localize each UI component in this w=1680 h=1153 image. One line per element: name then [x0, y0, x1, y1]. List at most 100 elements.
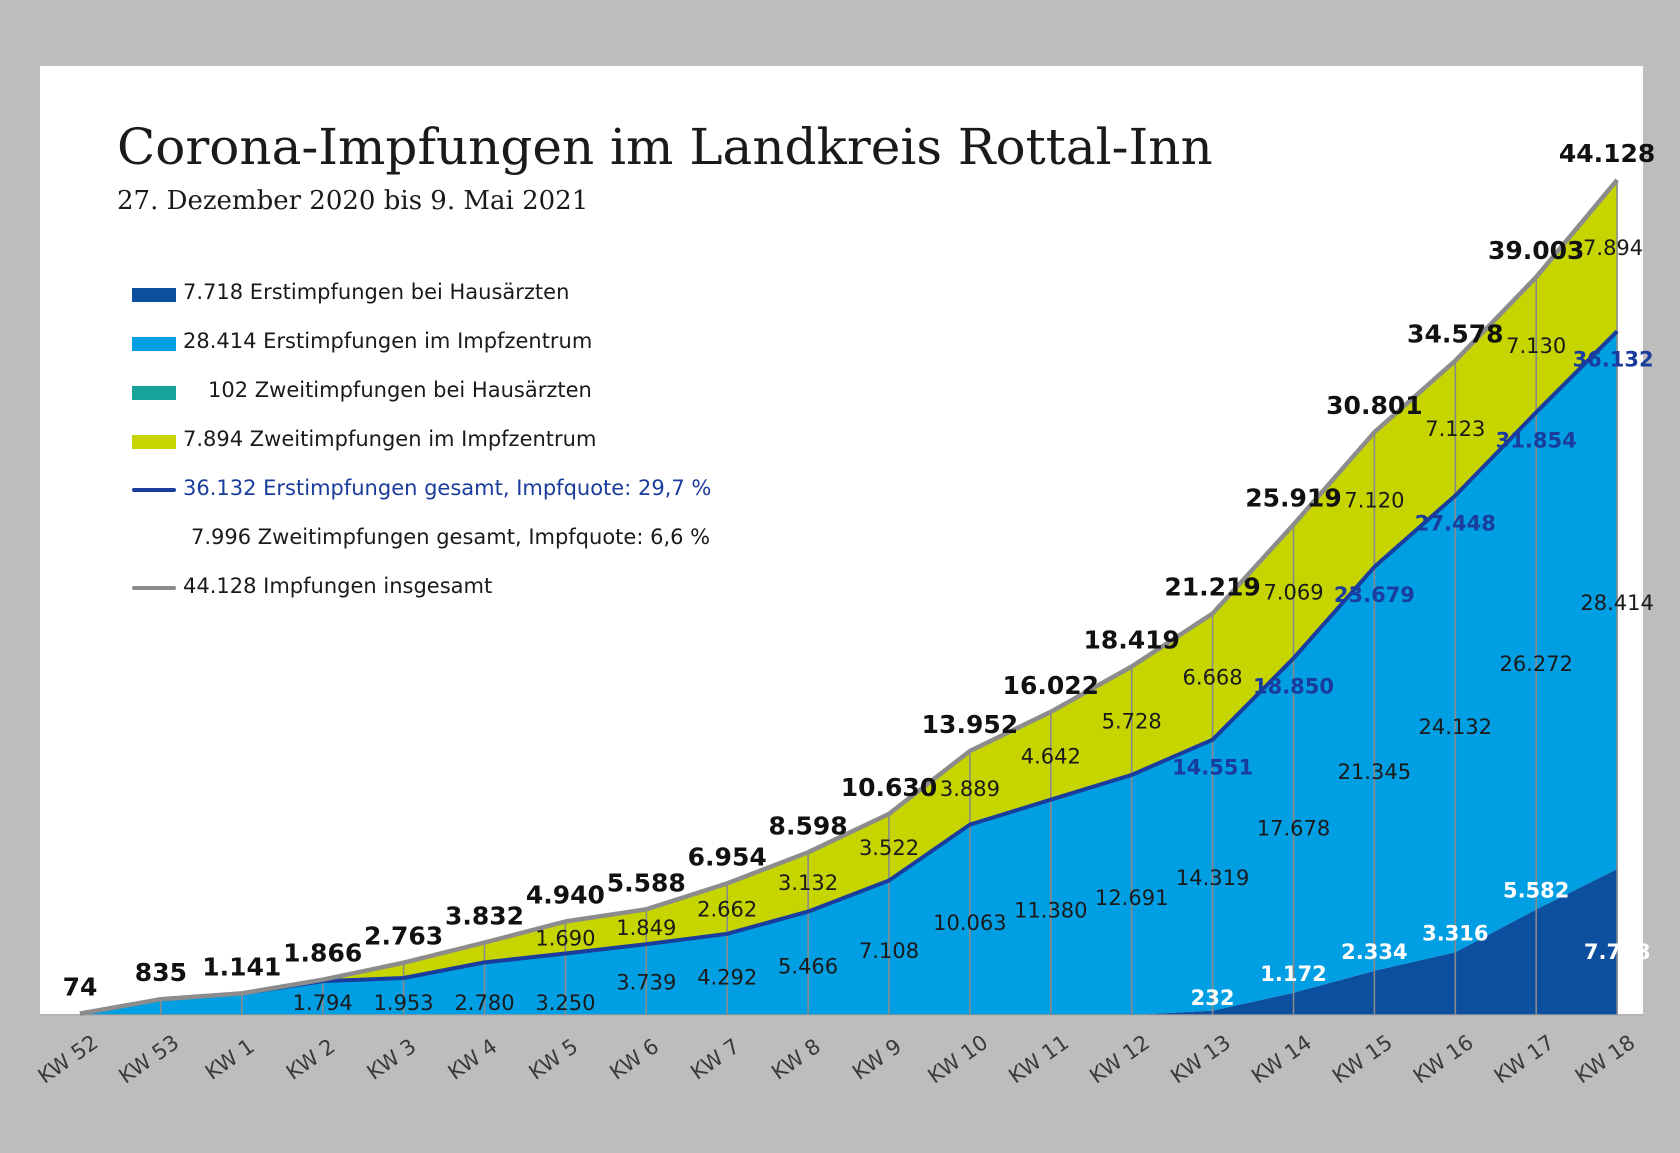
erst-impfzentrum-label: 17.678: [1257, 817, 1330, 841]
zweit-impfzentrum-label: 7.894: [1583, 236, 1643, 260]
legend-item-erst-gesamt: 36.132 Erstimpfungen gesamt, Impfquote: …: [128, 476, 748, 525]
total-label: 16.022: [1003, 671, 1099, 700]
area-zweit-impfzentrum: [80, 180, 1618, 1014]
area-layer: [40, 180, 1643, 1016]
erst-impfzentrum-label: 4.292: [697, 965, 757, 989]
legend-swatch: [132, 288, 176, 302]
line-erstimpfungen-gesamt: [79, 329, 1619, 1016]
total-label: 13.952: [922, 710, 1018, 739]
erst-gesamt-label: 31.854: [1496, 428, 1577, 452]
legend-item-erst-hausarzt: 7.718 Erstimpfungen bei Hausärzten: [128, 280, 748, 329]
x-tick-label: KW 52: [34, 1030, 103, 1088]
zweit-impfzentrum-label: 4.642: [1021, 745, 1081, 769]
zweit-impfzentrum-label: 5.728: [1102, 710, 1162, 734]
x-tick-label: KW 10: [923, 1030, 992, 1088]
erst-impfzentrum-label: 14.319: [1176, 866, 1249, 890]
erst-impfzentrum-label: 3.250: [535, 991, 595, 1015]
erst-hausarzt-label: 7.718: [1584, 940, 1650, 964]
zweit-impfzentrum-label: 2.662: [697, 898, 757, 922]
erst-hausarzt-label: 232: [1191, 986, 1235, 1010]
legend-label: 102 Zweitimpfungen bei Hausärzten: [208, 378, 592, 402]
zweit-impfzentrum-label: 1.849: [616, 916, 676, 940]
x-tick-label: KW 2: [282, 1034, 340, 1085]
erst-gesamt-label: 14.551: [1172, 756, 1253, 780]
total-label: 44.128: [1559, 139, 1655, 168]
erst-impfzentrum-label: 3.739: [616, 971, 676, 995]
x-tick-label: KW 11: [1004, 1030, 1073, 1088]
erst-gesamt-label: 23.679: [1334, 583, 1415, 607]
erst-hausarzt-label: 1.172: [1260, 962, 1326, 986]
erst-impfzentrum-label: 24.132: [1419, 715, 1492, 739]
total-label: 835: [135, 958, 187, 987]
erst-gesamt-label: 36.132: [1573, 347, 1654, 371]
area-erst-hausarzt: [80, 869, 1618, 1015]
legend-swatch: [132, 386, 176, 400]
total-label: 4.940: [526, 881, 605, 910]
erst-impfzentrum-label: 5.466: [778, 954, 838, 978]
legend-line: [132, 488, 176, 492]
x-tick-label: KW 16: [1409, 1030, 1478, 1088]
total-label: 39.003: [1488, 236, 1584, 265]
legend-swatch: [132, 337, 176, 351]
zweit-impfzentrum-label: 7.120: [1344, 489, 1404, 513]
total-label: 34.578: [1407, 320, 1503, 349]
x-tick-label: KW 3: [363, 1034, 421, 1085]
x-tick-label: KW 8: [767, 1034, 825, 1085]
total-label: 74: [63, 973, 98, 1002]
zweit-impfzentrum-label: 3.522: [859, 836, 919, 860]
zweit-impfzentrum-label: 6.668: [1183, 666, 1243, 690]
chart-title: Corona-Impfungen im Landkreis Rottal-Inn: [117, 118, 1213, 176]
x-axis-tick-labels: KW 52 KW 53 KW 1 KW 2 KW 3 KW 4 KW 5 KW 6 KW 7 KW…: [34, 1030, 1640, 1088]
legend-label: 7.996 Zweitimpfungen gesamt, Impfquote: …: [191, 525, 711, 549]
x-tick-label: KW 7: [686, 1034, 744, 1085]
legend-label: 7.894 Zweitimpfungen im Impfzentrum: [183, 427, 597, 451]
total-label: 21.219: [1164, 572, 1260, 601]
erst-impfzentrum-label: 28.414: [1580, 591, 1653, 615]
erst-impfzentrum-label: 26.272: [1499, 652, 1572, 676]
total-label: 10.630: [841, 773, 937, 802]
erst-impfzentrum-label: 2.780: [454, 991, 514, 1015]
erst-hausarzt-label: 2.334: [1341, 940, 1407, 964]
total-label: 6.954: [688, 842, 767, 871]
erst-gesamt-label: 27.448: [1415, 512, 1496, 536]
x-tick-label: KW 5: [524, 1034, 582, 1085]
total-label: 18.419: [1083, 625, 1179, 654]
legend-label: 28.414 Erstimpfungen im Impfzentrum: [183, 329, 593, 353]
chart-subtitle: 27. Dezember 2020 bis 9. Mai 2021: [117, 186, 589, 216]
legend-item-zweit-gesamt: 7.996 Zweitimpfungen gesamt, Impfquote: …: [128, 525, 748, 574]
grid-layer: [160, 180, 1618, 1015]
total-label: 30.801: [1326, 391, 1422, 420]
legend-item-zweit-hausarzt: 102 Zweitimpfungen bei Hausärzten: [128, 378, 748, 427]
erst-impfzentrum-label: 10.063: [933, 911, 1006, 935]
total-label: 2.763: [364, 922, 443, 951]
legend: 7.718 Erstimpfungen bei Hausärzten 28.41…: [128, 280, 748, 623]
line-impfungen-insgesamt: [79, 178, 1619, 1016]
total-label: 1.141: [202, 952, 281, 981]
x-tick-label: KW 9: [848, 1034, 906, 1085]
legend-label: 36.132 Erstimpfungen gesamt, Impfquote: …: [183, 476, 712, 500]
zweit-impfzentrum-label: 7.130: [1506, 334, 1566, 358]
legend-label: 44.128 Impfungen insgesamt: [183, 574, 493, 598]
legend-label: 7.718 Erstimpfungen bei Hausärzten: [183, 280, 570, 304]
erst-impfzentrum-label: 1.953: [374, 991, 434, 1015]
zweit-impfzentrum-label: 3.889: [940, 777, 1000, 801]
legend-line: [132, 586, 176, 590]
legend-item-zweit-impfzentrum: 7.894 Zweitimpfungen im Impfzentrum: [128, 427, 748, 476]
erst-hausarzt-label: 5.582: [1503, 878, 1569, 902]
x-tick-label: KW 12: [1085, 1030, 1154, 1088]
zweit-impfzentrum-label: 7.123: [1425, 417, 1485, 441]
erst-impfzentrum-label: 11.380: [1014, 898, 1087, 922]
x-tick-label: KW 53: [114, 1030, 183, 1088]
erst-impfzentrum-label: 7.108: [859, 939, 919, 963]
line-layer: [79, 178, 1619, 1016]
x-tick-label: KW 14: [1247, 1030, 1316, 1088]
erst-impfzentrum-label: 12.691: [1095, 886, 1168, 910]
x-tick-label: KW 17: [1490, 1030, 1559, 1088]
total-label: 25.919: [1245, 484, 1341, 513]
legend-swatch: [132, 435, 176, 449]
zweit-impfzentrum-label: 7.069: [1263, 580, 1323, 604]
total-label: 1.866: [283, 939, 362, 968]
legend-item-insgesamt: 44.128 Impfungen insgesamt: [128, 574, 748, 623]
area-erst-impfzentrum: [80, 331, 1618, 1015]
